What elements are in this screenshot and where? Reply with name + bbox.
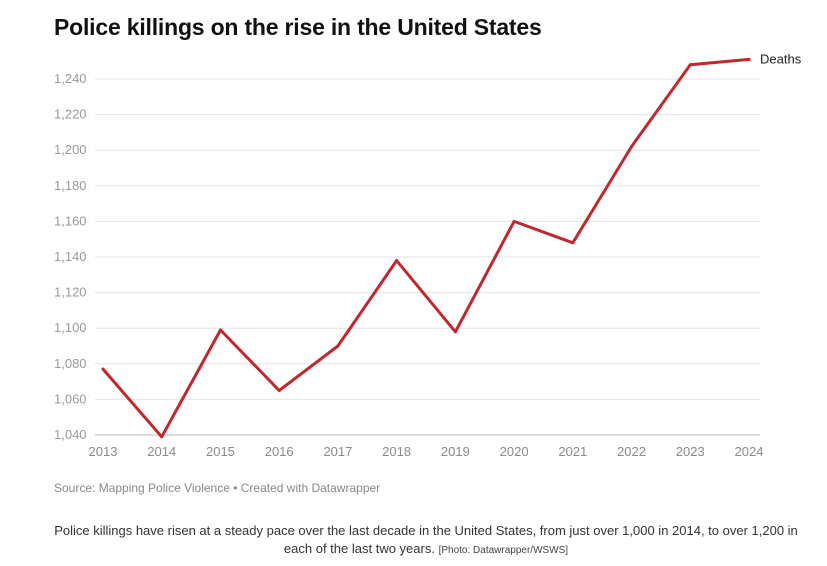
gridlines bbox=[95, 78, 760, 436]
data-point bbox=[453, 330, 457, 334]
data-point bbox=[336, 344, 340, 348]
y-tick-label: 1,240 bbox=[54, 71, 87, 86]
x-tick-label: 2018 bbox=[382, 444, 411, 459]
data-point bbox=[277, 389, 281, 392]
data-point bbox=[512, 219, 516, 223]
line-chart: 1,040 1,060 1,080 1,100 1,120 1,140 1,160 1,180… bbox=[54, 51, 802, 459]
y-tick-label: 1,140 bbox=[54, 249, 87, 264]
x-tick-label: 2023 bbox=[676, 444, 705, 459]
source-note: Source: Mapping Police Violence • Create… bbox=[54, 481, 381, 495]
chart-title: Police killings on the rise in the Unite… bbox=[54, 14, 542, 40]
y-tick-label: 1,060 bbox=[54, 391, 87, 406]
y-tick-label: 1,120 bbox=[54, 285, 87, 300]
x-tick-label: 2019 bbox=[441, 444, 470, 459]
x-tick-label: 2017 bbox=[323, 444, 352, 459]
photo-caption: Police killings have risen at a steady p… bbox=[54, 522, 798, 560]
x-tick-label: 2014 bbox=[147, 444, 176, 459]
data-point bbox=[747, 57, 751, 61]
y-tick-label: 1,220 bbox=[54, 107, 87, 122]
caption-credit: [Photo: Datawrapper/WSWS] bbox=[438, 545, 569, 556]
y-axis-ticks: 1,040 1,060 1,080 1,100 1,120 1,140 1,160 1,180… bbox=[54, 71, 87, 442]
x-tick-label: 2024 bbox=[735, 444, 764, 459]
x-axis-ticks: 2013 2014 2015 2016 2017 2018 2019 2020 2021 2022… bbox=[89, 444, 764, 459]
data-point bbox=[688, 63, 692, 67]
y-tick-label: 1,040 bbox=[54, 427, 87, 442]
series-line-deaths bbox=[101, 57, 751, 439]
x-tick-label: 2013 bbox=[89, 444, 118, 459]
x-tick-label: 2022 bbox=[617, 444, 646, 459]
y-tick-label: 1,200 bbox=[54, 142, 87, 157]
y-tick-label: 1,160 bbox=[54, 213, 87, 228]
x-tick-label: 2021 bbox=[558, 444, 587, 459]
caption-text: Police killings have risen at a steady p… bbox=[54, 523, 798, 556]
y-tick-label: 1,080 bbox=[54, 356, 87, 371]
y-tick-label: 1,100 bbox=[54, 320, 87, 335]
series-layer: Deaths bbox=[101, 51, 802, 439]
data-point bbox=[218, 328, 222, 332]
data-point bbox=[101, 367, 105, 371]
data-point bbox=[630, 145, 634, 149]
data-point bbox=[571, 241, 575, 245]
data-point bbox=[160, 435, 164, 439]
x-tick-label: 2016 bbox=[265, 444, 294, 459]
y-tick-label: 1,180 bbox=[54, 178, 87, 193]
series-label: Deaths bbox=[760, 51, 802, 66]
x-tick-label: 2015 bbox=[206, 444, 235, 459]
data-point bbox=[395, 259, 399, 263]
x-tick-label: 2020 bbox=[500, 444, 529, 459]
